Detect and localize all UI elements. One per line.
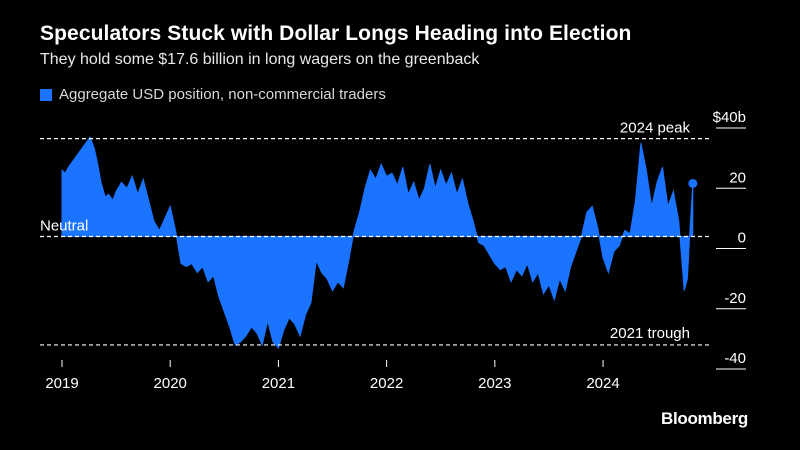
x-tick-label: 2021: [262, 375, 295, 392]
x-tick-label: 2019: [45, 375, 78, 392]
reference-line-label: Neutral: [40, 218, 88, 235]
legend: Aggregate USD position, non-commercial t…: [40, 86, 386, 103]
y-tick-label: 20: [729, 169, 746, 186]
axes: $40b 20 0 -20 -40 2019 2020 2021 2022 2023 2024: [45, 109, 746, 392]
series-area: [61, 136, 694, 350]
x-tick-label: 2022: [370, 375, 403, 392]
x-tick-label: 2024: [586, 375, 619, 392]
y-tick-label: -20: [724, 290, 746, 307]
area-layer: [61, 136, 698, 350]
reference-line-label: 2024 peak: [620, 120, 691, 137]
y-tick-label: -40: [724, 350, 746, 367]
reference-line-label: 2021 trough: [610, 325, 690, 342]
legend-swatch: [40, 88, 52, 101]
y-tick-label: $40b: [713, 109, 746, 126]
x-tick-label: 2023: [478, 375, 511, 392]
legend-label: Aggregate USD position, non-commercial t…: [59, 86, 386, 103]
x-tick-label: 2020: [154, 375, 187, 392]
y-tick-label: 0: [738, 230, 746, 247]
chart-subtitle: They hold some $17.6 billion in long wag…: [40, 51, 480, 68]
chart-title: Speculators Stuck with Dollar Longs Head…: [40, 22, 632, 45]
end-marker: [688, 178, 698, 188]
source-label: Bloomberg: [660, 409, 748, 428]
reference-lines: 2024 peak Neutral 2021 trough: [40, 120, 712, 346]
